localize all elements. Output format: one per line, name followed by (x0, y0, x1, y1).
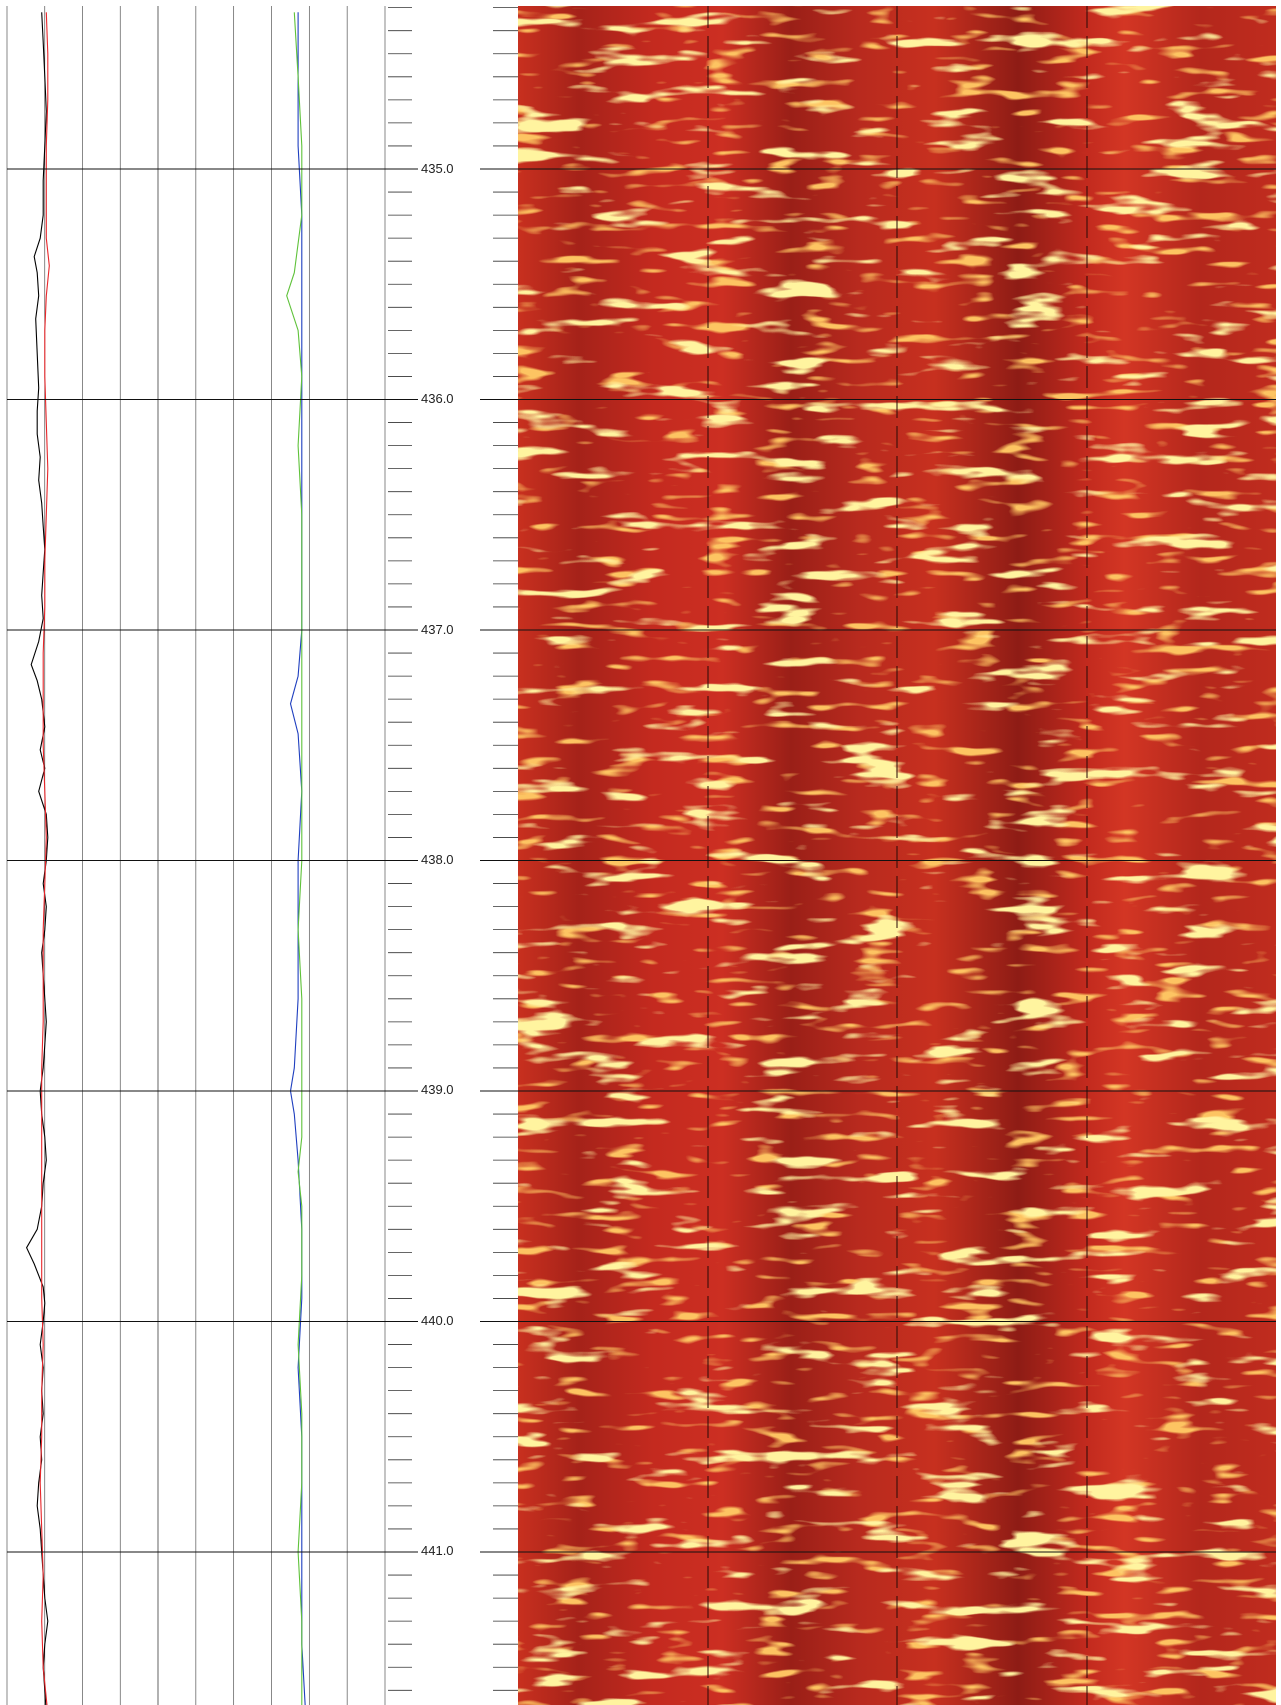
curve-line-1 (39, 12, 50, 1705)
curve-line-0 (289, 12, 306, 1705)
depth-label-437: 437.0 (421, 622, 454, 637)
track-1-curves (6, 6, 159, 1705)
depth-label-439: 439.0 (421, 1082, 454, 1097)
track-2-curves (157, 6, 386, 1705)
depth-label-435: 435.0 (421, 161, 454, 176)
depth-ruler (388, 7, 518, 1691)
depth-label-436: 436.0 (421, 391, 454, 406)
depth-label-440: 440.0 (421, 1313, 454, 1328)
curve-line-0 (25, 12, 49, 1705)
major-depth-lines (7, 168, 1276, 1553)
depth-label-441: 441.0 (421, 1543, 454, 1558)
depth-label-438: 438.0 (421, 852, 454, 867)
borehole-image (518, 6, 1276, 1705)
image-grid (707, 6, 1088, 1705)
curve-line-1 (286, 12, 303, 1705)
depth-labels: 435.0 436.0 437.0 438.0 439.0 440.0 441.… (421, 161, 454, 1558)
